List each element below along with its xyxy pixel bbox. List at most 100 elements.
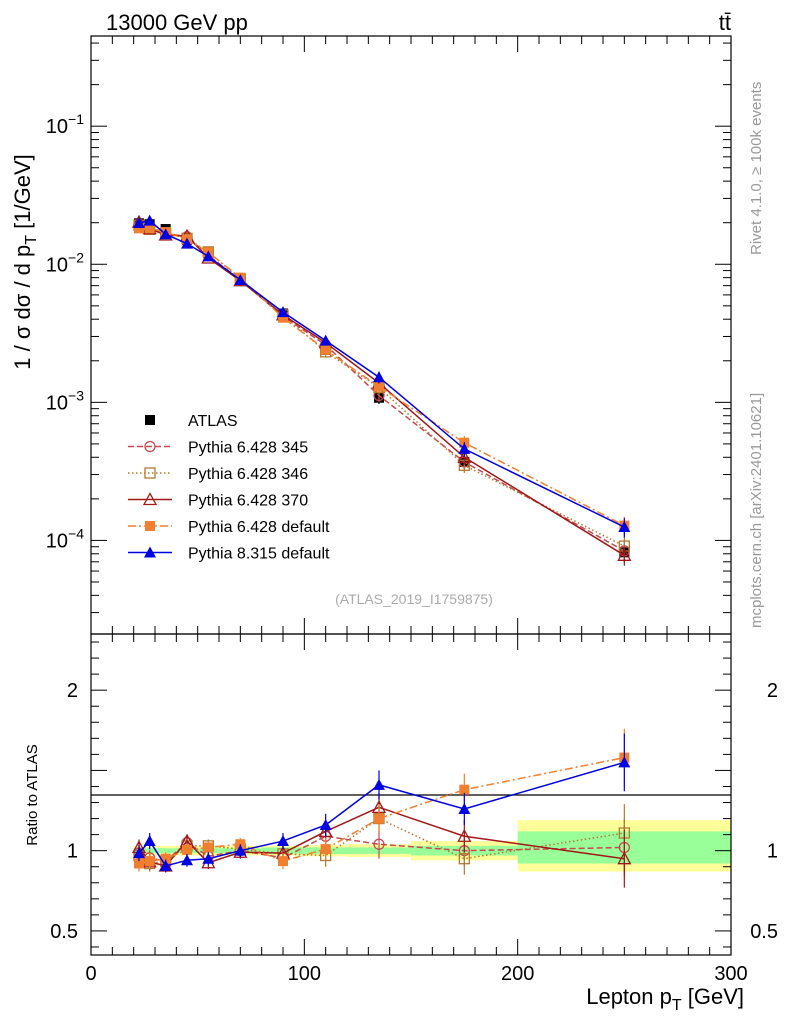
ratio-band-inner: [155, 848, 177, 854]
ratio-point-pythia-6-428-default: [144, 856, 155, 867]
ratio-point-pythia-8-315-default: [181, 854, 193, 866]
main-point-pythia-8-315-default: [277, 306, 289, 318]
legend-label: Pythia 6.428 345: [188, 440, 308, 457]
ratio-y-tick-label-right: 0.5: [750, 921, 778, 943]
rivet-label: Rivet 4.1.0, ≥ 100k events: [748, 82, 765, 255]
legend-marker: [142, 492, 158, 506]
main-axis-ticks: [90, 36, 732, 634]
ratio-point-pythia-6-428-370: [318, 824, 333, 838]
legend-label: Pythia 6.428 370: [188, 493, 308, 510]
main-y-tick-labels: 10−4 10−3 10−2 10−1: [46, 111, 84, 552]
ratio-y-tick-label-right: 1: [767, 841, 778, 863]
legend-marker: [145, 521, 155, 531]
main-point-pythia-6-428-default: [144, 223, 155, 234]
ratio-point-pythia-6-428-default: [160, 853, 171, 864]
main-point-pythia-6-428-370: [617, 547, 632, 561]
ratio-point-pythia-8-315-default: [143, 835, 156, 847]
main-point-pythia-6-428-default: [134, 223, 144, 234]
ratio-point-pythia-6-428-346: [458, 853, 470, 865]
legend-label: Pythia 8.315 default: [188, 546, 330, 563]
ratio-point-pythia-6-428-370: [457, 828, 472, 842]
legend-item-pythia-6-428-default: Pythia 6.428 default: [128, 519, 330, 536]
ratio-point-pythia-6-428-default: [320, 844, 331, 855]
legend-marker: [144, 467, 156, 479]
x-tick-labels: 0 100 200 300: [85, 963, 747, 985]
main-data-layer: [131, 214, 632, 566]
main-point-pythia-8-315-default: [373, 371, 385, 383]
main-point-pythia-8-315-default: [458, 442, 471, 454]
legend-marker: [145, 415, 155, 425]
energy-label: 13000 GeV pp: [106, 10, 248, 35]
ratio-point-pythia-6-428-default: [459, 784, 470, 795]
process-label: tt̄: [719, 10, 731, 35]
x-tick-label: 100: [288, 963, 321, 985]
main-series-pythia-8-315-default: [133, 214, 631, 538]
legend-label: ATLAS: [188, 413, 238, 430]
main-point-pythia-6-428-370: [457, 449, 472, 463]
legend: ATLAS Pythia 6.428 345 Pythia 6.428 346 Pyt…: [128, 413, 330, 563]
ratio-point-pythia-6-428-default: [203, 842, 214, 853]
legend-marker: [144, 546, 156, 558]
main-y-tick-label: 10−2: [46, 249, 84, 276]
ratio-point-pythia-8-315-default: [234, 844, 247, 856]
ratio-data-layer: [131, 728, 632, 888]
ratio-point-pythia-8-315-default: [458, 802, 471, 814]
ratio-y-tick-label-left: 1: [67, 841, 78, 863]
legend-label: Pythia 6.428 346: [188, 466, 308, 483]
mcplots-label: mcplots.cern.ch [arXiv:2401.10621]: [748, 393, 765, 628]
ratio-point-pythia-8-315-default: [373, 778, 385, 790]
main-point-pythia-8-315-default: [181, 237, 193, 249]
main-point-pythia-8-315-default: [143, 214, 156, 226]
x-axis-title: Lepton pT [GeV]: [586, 984, 744, 1014]
legend-item-atlas: ATLAS: [145, 413, 238, 430]
main-point-pythia-6-428-default: [278, 312, 288, 323]
main-point-pythia-8-315-default: [159, 228, 172, 240]
ratio-y-tick-label-left: 0.5: [50, 921, 78, 943]
ratio-y-tick-label-left: 2: [67, 680, 78, 702]
ratio-point-pythia-6-428-345: [373, 838, 385, 850]
main-point-pythia-6-428-default: [320, 344, 331, 355]
legend-marker: [144, 440, 156, 453]
ratio-point-pythia-6-428-default: [134, 858, 144, 869]
x-tick-label: 200: [501, 963, 534, 985]
legend-item-pythia-8-315-default: Pythia 8.315 default: [128, 546, 330, 563]
main-y-tick-label: 10−4: [46, 525, 84, 552]
ratio-panel: 0.5 0.5 1 1 2 2 0 100 200 300: [50, 633, 778, 985]
ratio-point-pythia-6-428-default: [278, 856, 288, 867]
ratio-y-axis-title-text: Ratio to ATLAS: [24, 744, 41, 845]
ratio-point-pythia-8-315-default: [277, 835, 289, 847]
main-y-axis-title-text: 1 / σ dσ / d pT [1/GeV]: [10, 154, 40, 370]
ratio-point-pythia-8-315-default: [319, 818, 332, 830]
ratio-series-pythia-8-315-default: [133, 733, 631, 873]
x-tick-label: 300: [714, 963, 747, 985]
analysis-id: (ATLAS_2019_I1759875): [335, 591, 493, 607]
main-panel: 10−4 10−3 10−2 10−1 ATLAS Pythia 6.428 345 Py…: [46, 35, 732, 635]
main-point-pythia-6-428-default: [374, 381, 384, 392]
x-tick-label: 0: [85, 963, 96, 985]
ratio-point-pythia-8-315-default: [159, 859, 172, 871]
main-point-pythia-8-315-default: [234, 273, 247, 285]
main-y-axis-title: 1 / σ dσ / d pT [1/GeV]: [10, 154, 40, 370]
ratio-point-pythia-8-315-default: [618, 756, 631, 768]
main-y-tick-label: 10−3: [46, 387, 84, 414]
main-point-pythia-8-315-default: [202, 250, 215, 262]
main-point-pythia-8-315-default: [133, 217, 145, 229]
legend-item-pythia-6-428-345: Pythia 6.428 345: [128, 440, 308, 457]
ratio-y-axis-title: Ratio to ATLAS: [24, 744, 41, 845]
legend-item-pythia-6-428-370: Pythia 6.428 370: [128, 492, 308, 510]
main-y-tick-label: 10−1: [46, 111, 84, 138]
main-point-pythia-8-315-default: [618, 521, 631, 533]
ratio-y-tick-label-right: 2: [767, 680, 778, 702]
ratio-point-pythia-8-315-default: [133, 847, 145, 859]
ratio-frame: [90, 633, 732, 956]
legend-item-pythia-6-428-346: Pythia 6.428 346: [128, 466, 308, 483]
ratio-y-tick-labels: 0.5 0.5 1 1 2 2: [50, 680, 778, 943]
legend-label: Pythia 6.428 default: [188, 519, 330, 536]
ratio-point-pythia-6-428-370: [617, 851, 632, 865]
ratio-point-pythia-6-428-default: [182, 844, 192, 855]
ratio-point-pythia-6-428-default: [374, 813, 384, 824]
main-frame: [90, 35, 732, 635]
ratio-point-pythia-8-315-default: [202, 852, 215, 864]
main-point-pythia-8-315-default: [319, 334, 332, 346]
